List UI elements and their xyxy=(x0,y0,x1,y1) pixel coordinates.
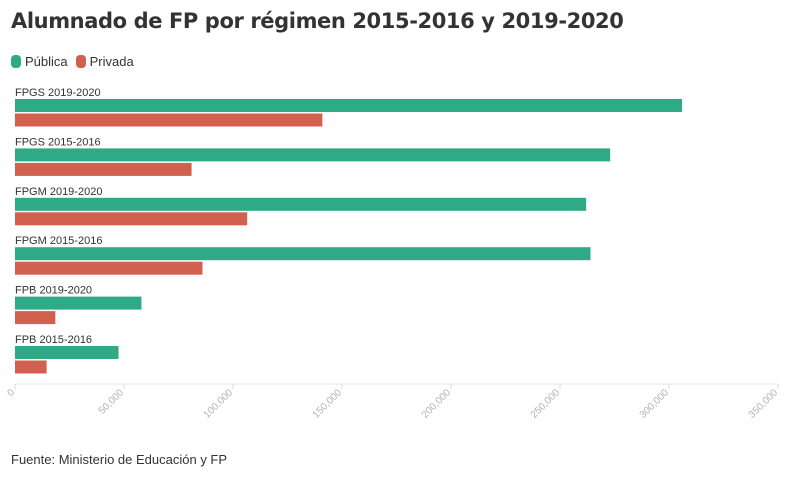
legend-item-privada[interactable]: Privada xyxy=(75,54,134,69)
bar-privada-fpb-2015-2016 xyxy=(15,360,47,374)
legend-swatch-privada xyxy=(75,55,86,68)
bar-p-blica-fpgm-2019-2020 xyxy=(15,197,587,211)
x-tick-label-6: 300,000 xyxy=(638,387,672,421)
category-label-fpgs-2019-2020: FPGS 2019-2020 xyxy=(15,87,101,99)
bar-p-blica-fpgs-2015-2016 xyxy=(15,148,611,162)
bar-p-blica-fpgs-2019-2020 xyxy=(15,99,683,112)
x-tick-label-2: 100,000 xyxy=(202,387,236,421)
bar-privada-fpgs-2019-2020 xyxy=(15,113,323,127)
bar-privada-fpgm-2015-2016 xyxy=(15,261,203,275)
legend: Pública Privada xyxy=(11,54,142,69)
bar-chart: FPGS 2019-2020 FPGS 2015-2016 FPGM 2019-20… xyxy=(5,87,781,421)
category-label-fpb-2019-2020: FPB 2019-2020 xyxy=(15,285,92,297)
category-label-fpgm-2019-2020: FPGM 2019-2020 xyxy=(15,186,102,198)
legend-swatch-publica xyxy=(11,55,21,68)
legend-item-publica[interactable]: Pública xyxy=(11,54,68,69)
bar-p-blica-fpb-2015-2016 xyxy=(15,346,119,359)
x-tick-label-0: 0 xyxy=(5,387,17,399)
source-note: Fuente: Ministerio de Educación y FP xyxy=(11,452,228,467)
category-label-fpgs-2015-2016: FPGS 2015-2016 xyxy=(15,136,101,148)
x-tick-label-7: 350,000 xyxy=(747,387,781,421)
x-tick-label-5: 250,000 xyxy=(529,387,563,421)
legend-label-publica: Pública xyxy=(25,54,68,69)
bar-privada-fpgm-2019-2020 xyxy=(15,212,248,226)
x-tick-label-1: 50,000 xyxy=(97,387,127,417)
x-tick-label-3: 150,000 xyxy=(311,387,345,421)
bar-p-blica-fpgm-2015-2016 xyxy=(15,247,591,261)
legend-label-privada: Privada xyxy=(89,54,134,69)
category-label-fpgm-2015-2016: FPGM 2015-2016 xyxy=(15,235,102,247)
bar-privada-fpgs-2015-2016 xyxy=(15,162,192,176)
x-tick-label-4: 200,000 xyxy=(420,387,454,421)
chart-title: Alumnado de FP por régimen 2015-2016 y 2… xyxy=(11,9,624,33)
bar-privada-fpb-2019-2020 xyxy=(15,311,56,325)
category-label-fpb-2015-2016: FPB 2015-2016 xyxy=(15,334,92,346)
bar-p-blica-fpb-2019-2020 xyxy=(15,296,142,310)
